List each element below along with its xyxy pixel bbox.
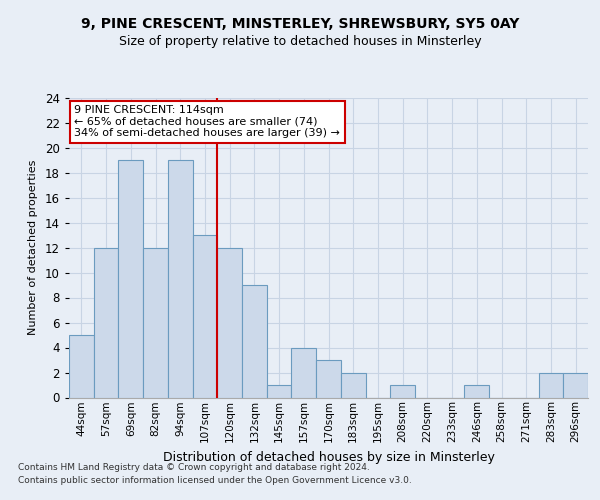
Bar bbox=[168, 160, 193, 398]
Bar bbox=[94, 248, 118, 398]
Text: Contains HM Land Registry data © Crown copyright and database right 2024.: Contains HM Land Registry data © Crown c… bbox=[18, 462, 370, 471]
Bar bbox=[390, 385, 415, 398]
Text: Contains public sector information licensed under the Open Government Licence v3: Contains public sector information licen… bbox=[18, 476, 412, 485]
Bar bbox=[118, 160, 143, 398]
Bar bbox=[69, 335, 94, 398]
Text: 9 PINE CRESCENT: 114sqm
← 65% of detached houses are smaller (74)
34% of semi-de: 9 PINE CRESCENT: 114sqm ← 65% of detache… bbox=[74, 105, 340, 138]
Bar bbox=[316, 360, 341, 398]
Bar bbox=[143, 248, 168, 398]
Bar bbox=[193, 235, 217, 398]
Bar bbox=[242, 285, 267, 398]
Y-axis label: Number of detached properties: Number of detached properties bbox=[28, 160, 38, 335]
Text: Size of property relative to detached houses in Minsterley: Size of property relative to detached ho… bbox=[119, 35, 481, 48]
Bar bbox=[539, 372, 563, 398]
Bar bbox=[464, 385, 489, 398]
Bar bbox=[563, 372, 588, 398]
Bar bbox=[341, 372, 365, 398]
Text: 9, PINE CRESCENT, MINSTERLEY, SHREWSBURY, SY5 0AY: 9, PINE CRESCENT, MINSTERLEY, SHREWSBURY… bbox=[81, 18, 519, 32]
Bar bbox=[292, 348, 316, 398]
X-axis label: Distribution of detached houses by size in Minsterley: Distribution of detached houses by size … bbox=[163, 450, 494, 464]
Bar bbox=[217, 248, 242, 398]
Bar bbox=[267, 385, 292, 398]
